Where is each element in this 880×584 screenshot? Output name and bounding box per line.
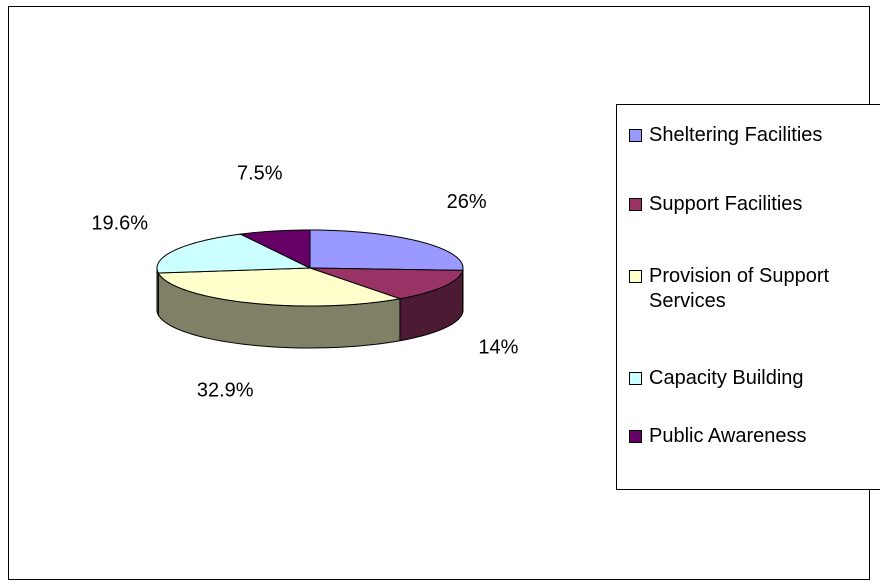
pie-side-capacity-building [156, 268, 159, 317]
legend-swatch [629, 372, 642, 385]
chart-area: 26% 14% 32.9% 19.6% 7.5% Sheltering Faciliti… [8, 6, 880, 580]
legend-item: Support Facilities [629, 192, 880, 217]
pie-chart: 26% 14% 32.9% 19.6% 7.5% [91, 163, 518, 402]
legend-item: Public Awareness [629, 424, 880, 449]
data-label: 26% [447, 191, 487, 213]
legend-label: Capacity Building [649, 367, 804, 389]
pie-slice-provision-of-support-services [157, 267, 401, 307]
legend-label: Provision of Support Services [649, 265, 830, 312]
legend-label: Public Awareness [649, 425, 807, 447]
legend-item: Provision of Support Services [629, 264, 880, 314]
pie-slice-sheltering-facilities [309, 229, 464, 271]
legend-swatch [629, 430, 642, 443]
legend-item: Sheltering Facilities [629, 123, 880, 148]
legend-item: Capacity Building [629, 366, 880, 391]
legend-swatch [629, 129, 642, 142]
data-label: 32.9% [197, 380, 254, 402]
legend-label: Support Facilities [649, 193, 803, 215]
data-label: 19.6% [91, 212, 148, 234]
legend-label: Sheltering Facilities [649, 124, 823, 146]
data-label: 7.5% [237, 163, 283, 185]
legend: Sheltering Facilities Support Facilities… [616, 104, 880, 490]
legend-swatch [629, 198, 642, 211]
pie-slice-public-awareness [238, 229, 311, 269]
pie-slice-support-facilities [309, 267, 464, 300]
legend-swatch [629, 270, 642, 283]
pie-slice-capacity-building [156, 233, 311, 274]
data-label: 14% [478, 337, 518, 359]
